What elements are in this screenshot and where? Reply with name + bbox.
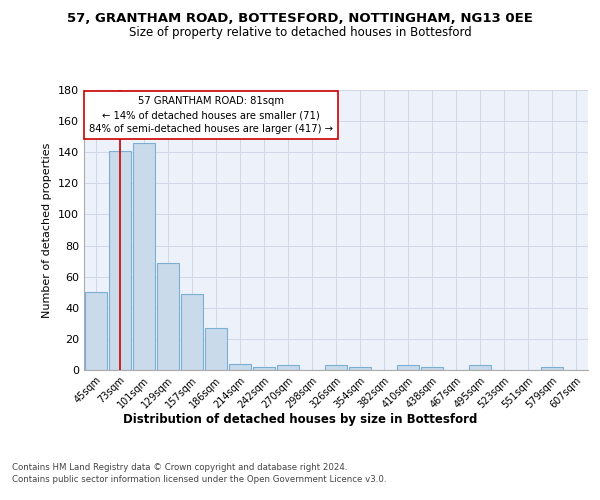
Bar [85, 292, 107, 370]
Text: 57, GRANTHAM ROAD, BOTTESFORD, NOTTINGHAM, NG13 0EE: 57, GRANTHAM ROAD, BOTTESFORD, NOTTINGHA… [67, 12, 533, 26]
Bar [349, 367, 371, 370]
Text: Size of property relative to detached houses in Bottesford: Size of property relative to detached ho… [128, 26, 472, 39]
Bar [421, 367, 443, 370]
Bar [541, 367, 563, 370]
Bar [109, 150, 131, 370]
Text: Contains public sector information licensed under the Open Government Licence v3: Contains public sector information licen… [12, 475, 386, 484]
Bar [397, 366, 419, 370]
Bar [157, 262, 179, 370]
Bar [181, 294, 203, 370]
Bar [277, 366, 299, 370]
Y-axis label: Number of detached properties: Number of detached properties [43, 142, 52, 318]
Bar [205, 328, 227, 370]
Bar [469, 366, 491, 370]
Bar [133, 143, 155, 370]
Text: Distribution of detached houses by size in Bottesford: Distribution of detached houses by size … [123, 412, 477, 426]
Text: Contains HM Land Registry data © Crown copyright and database right 2024.: Contains HM Land Registry data © Crown c… [12, 462, 347, 471]
Bar [253, 367, 275, 370]
Text: 57 GRANTHAM ROAD: 81sqm
← 14% of detached houses are smaller (71)
84% of semi-de: 57 GRANTHAM ROAD: 81sqm ← 14% of detache… [89, 96, 333, 134]
Bar [325, 366, 347, 370]
Bar [229, 364, 251, 370]
